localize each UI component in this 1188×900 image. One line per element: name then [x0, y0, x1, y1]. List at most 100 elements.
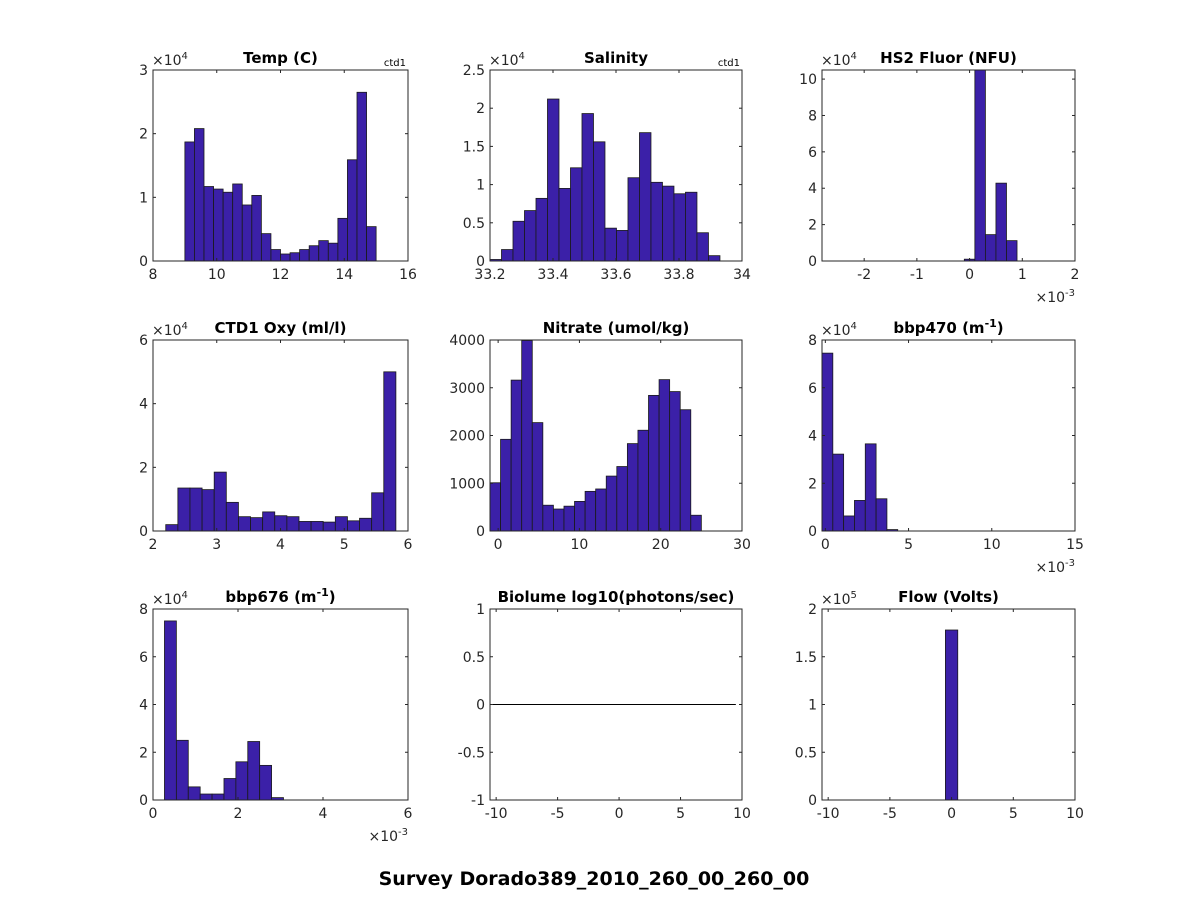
histogram-bar: [366, 226, 377, 262]
histogram-bar: [286, 516, 300, 532]
histogram-bar: [604, 227, 617, 262]
x-tick-label: 5: [676, 806, 685, 822]
x-tick-label: 0: [149, 806, 158, 822]
histogram-bar: [308, 245, 320, 262]
histogram-bar: [489, 482, 501, 532]
y-tick-label: 4: [139, 397, 148, 413]
histogram-bar: [164, 620, 177, 801]
histogram-bar: [669, 391, 681, 532]
y-tick-label: 2.5: [463, 63, 485, 79]
x-tick-label: -10: [817, 806, 840, 822]
histogram-bar: [194, 128, 205, 262]
axes-background: [822, 70, 1075, 261]
subplot-title: Salinity: [584, 49, 648, 67]
histogram-bar: [241, 204, 253, 262]
histogram-bar: [247, 741, 261, 801]
y-tick-label: 1: [139, 190, 148, 206]
x-tick-label: 2: [1071, 267, 1080, 283]
y-tick-label: 6: [808, 381, 817, 397]
y-tick-label: 6: [808, 145, 817, 161]
histogram-bar: [605, 475, 618, 532]
y-tick-label: -0.5: [458, 745, 485, 761]
figure-suptitle: Survey Dorado389_2010_260_00_260_00: [378, 868, 810, 890]
histogram-bar: [512, 220, 525, 262]
subplot-title: Temp (C): [243, 49, 318, 67]
histogram-bar: [648, 394, 660, 532]
x-tick-label: -5: [883, 806, 897, 822]
x-tick-label: 2: [149, 537, 158, 553]
y-tick-label: 6: [139, 333, 148, 349]
histogram-bar: [974, 69, 986, 262]
histogram-bar: [187, 786, 201, 801]
corner-label: ctd1: [384, 58, 406, 69]
histogram-bar: [570, 167, 583, 262]
histogram-bar: [547, 98, 560, 262]
x-exponent-label: ×10-3: [1035, 558, 1075, 576]
y-tick-label: 0: [476, 254, 485, 270]
x-tick-label: 0: [615, 806, 624, 822]
y-exponent-label: ×105: [821, 590, 857, 608]
subplot-title: HS2 Fluor (NFU): [880, 49, 1017, 67]
y-tick-label: 3000: [449, 381, 485, 397]
histogram-bar: [211, 793, 225, 801]
histogram-bar: [299, 249, 310, 262]
y-tick-label: 8: [808, 333, 817, 349]
y-exponent-power: 5: [851, 590, 857, 601]
histogram-bar: [581, 113, 594, 262]
histogram-bar: [521, 340, 533, 532]
x-tick-label: 5: [1009, 806, 1018, 822]
y-tick-label: 0: [139, 524, 148, 540]
histogram-bar: [322, 521, 336, 532]
x-tick-label: 10: [983, 537, 1001, 553]
title-tail: ): [997, 319, 1004, 337]
histogram-bar: [203, 186, 214, 262]
histogram-bar: [662, 185, 675, 262]
histogram-bar: [225, 501, 239, 532]
histogram-bar: [616, 230, 629, 262]
subplot-title: Biolume log10(photons/sec): [498, 588, 735, 606]
histogram-bar: [165, 524, 179, 532]
histogram-bar: [626, 443, 639, 532]
y-tick-label: 1: [808, 698, 817, 714]
x-tick-label: 4: [276, 537, 285, 553]
axes-background: [153, 609, 408, 800]
y-tick-label: 4: [808, 181, 817, 197]
histogram-bar: [347, 159, 358, 262]
subplot-2: 33.2 33.4 33.6 33.8 34 0 0.5 1 1.5 2 2.5 Salinity ct…: [463, 49, 751, 283]
x-tick-label: 2: [234, 806, 243, 822]
x-tick-label: 33.8: [663, 267, 694, 283]
y-tick-label: 0.5: [795, 745, 817, 761]
corner-label: ctd1: [718, 58, 740, 69]
histogram-bar: [531, 422, 544, 532]
y-exponent-power: 4: [519, 51, 525, 62]
histogram-bar: [189, 487, 203, 532]
axes-frame: [821, 69, 1076, 262]
y-tick-label: 0: [808, 793, 817, 809]
x-tick-label: 33.4: [537, 267, 568, 283]
y-tick-label: 0.5: [463, 216, 485, 232]
histogram-bar: [383, 371, 397, 532]
subplot-5: 0 10 20 30 0 1000 2000 3000 4000 Nitrate (umol/kg…: [449, 319, 751, 553]
histogram-bar: [637, 429, 649, 532]
histogram-bar: [708, 255, 721, 262]
x-tick-label: 10: [1066, 806, 1084, 822]
subplot-title: bbp470 (m-1): [893, 317, 1003, 337]
histogram-bar: [553, 508, 565, 532]
histogram-bar: [595, 488, 607, 532]
histogram-bar: [177, 487, 191, 532]
histogram-bar: [347, 520, 360, 532]
x-tick-label: 0: [494, 537, 503, 553]
subplot-8: -10 -5 0 5 10 -1 -0.5 0 0.5 1 Biolume log10(photon…: [458, 588, 751, 822]
x-tick-label: 34: [733, 267, 751, 283]
histogram-bar: [574, 500, 586, 532]
y-exponent-label: ×104: [152, 51, 188, 69]
histogram-bar: [280, 253, 291, 262]
x-tick-label: 33.6: [600, 267, 631, 283]
histogram-bar: [673, 193, 686, 262]
subplot-7: 0 2 4 6 0 2 4 6 8 bbp676 (m-1) ×104 ×10-3: [139, 586, 412, 845]
histogram-bar: [696, 232, 709, 262]
histogram-bar: [184, 141, 195, 262]
subplot-title: Flow (Volts): [898, 588, 999, 606]
